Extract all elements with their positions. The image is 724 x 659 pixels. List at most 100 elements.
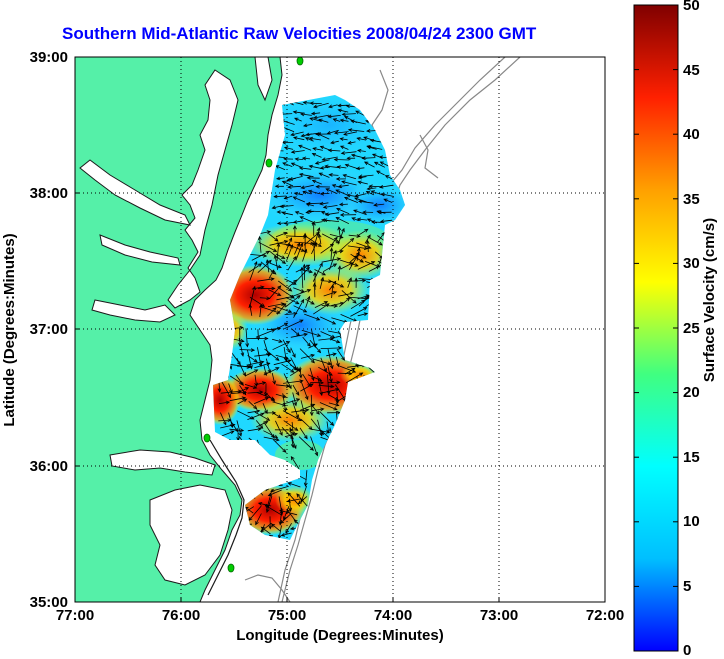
velocity-arrow [307, 374, 323, 382]
colorbar-tick-label: 45 [683, 62, 700, 79]
velocity-arrow [257, 277, 275, 282]
axis-tick-marks [74, 56, 606, 603]
velocity-arrow [245, 328, 250, 348]
velocity-arrow [275, 354, 289, 360]
station-marker [227, 563, 235, 573]
velocity-arrow [254, 362, 271, 369]
velocity-arrow [267, 307, 277, 317]
velocity-arrow [263, 430, 279, 439]
velocity-arrow [271, 412, 282, 419]
velocity-arrow [246, 360, 265, 366]
velocity-arrow [300, 353, 315, 359]
velocity-arrow [284, 311, 298, 316]
velocity-arrow [302, 263, 307, 281]
velocity-arrow [344, 367, 356, 375]
velocity-arrow [342, 174, 357, 180]
velocity-arrow [365, 239, 370, 253]
velocity-arrow [350, 119, 366, 125]
velocity-arrow [301, 329, 322, 337]
velocity-arrow [348, 251, 360, 270]
velocity-arrow [337, 103, 348, 108]
velocity-arrow [285, 297, 300, 305]
velocity-arrow [283, 146, 294, 151]
velocity-arrow [326, 352, 337, 357]
velocity-arrow [290, 150, 305, 154]
chart-title: Southern Mid-Atlantic Raw Velocities 200… [62, 24, 537, 43]
velocity-arrow [328, 173, 339, 177]
velocity-arrow [357, 228, 369, 236]
velocity-arrow [383, 198, 393, 203]
velocity-arrow [319, 165, 330, 170]
velocity-arrow [339, 259, 359, 267]
velocity-arrow [327, 380, 341, 385]
velocity-arrow [304, 137, 314, 142]
grid-lines [75, 57, 605, 602]
velocity-arrow [284, 398, 301, 405]
velocity-arrow [347, 277, 352, 288]
velocity-arrow [346, 156, 356, 161]
velocity-arrow [308, 136, 321, 141]
velocity-arrow [371, 220, 384, 224]
velocity-arrow [320, 243, 335, 254]
velocity-arrow [228, 383, 233, 394]
velocity-arrow [266, 495, 273, 513]
velocity-arrow [323, 291, 338, 297]
velocity-arrow [355, 166, 365, 171]
velocity-arrow [287, 482, 301, 488]
velocity-arrow [305, 295, 311, 308]
velocity-arrow [283, 379, 304, 384]
x-tick-label: 73:00 [480, 607, 518, 624]
velocity-arrow [317, 419, 323, 437]
velocity-arrow [272, 401, 287, 407]
velocity-arrow [318, 384, 335, 389]
velocity-arrow [310, 111, 321, 116]
velocity-arrow [302, 336, 311, 347]
velocity-arrow [294, 157, 304, 162]
velocity-arrow [279, 514, 291, 524]
velocity-arrow [254, 352, 272, 357]
velocity-arrow [321, 156, 338, 162]
velocity-arrow [298, 436, 314, 451]
velocity-arrow [320, 279, 333, 284]
velocity-arrow [314, 227, 321, 246]
velocity-arrow [303, 470, 308, 487]
velocity-arrow [257, 286, 276, 291]
velocity-arrow [319, 402, 338, 411]
velocity-arrow [275, 231, 288, 238]
velocity-arrow [350, 253, 364, 263]
velocity-arrow [289, 368, 302, 377]
velocity-arrow [322, 205, 338, 209]
velocity-arrow [339, 237, 355, 252]
velocity-arrow [255, 420, 264, 429]
velocity-arrow [337, 371, 353, 376]
velocity-arrow [267, 489, 282, 497]
velocity-arrow [247, 336, 269, 341]
velocity-arrow [295, 242, 304, 261]
velocity-arrow [292, 384, 300, 396]
velocity-arrow [260, 526, 271, 535]
velocity-arrow [251, 250, 271, 261]
velocity-arrow [335, 356, 340, 368]
velocity-arrow [260, 306, 281, 314]
velocity-arrow [271, 372, 276, 385]
velocity-arrow [300, 400, 306, 416]
velocity-arrow [287, 244, 306, 252]
velocity-arrow [314, 159, 330, 165]
colorbar-tick-label: 50 [683, 0, 700, 14]
velocity-arrow [375, 170, 385, 176]
velocity-arrow [248, 303, 253, 316]
velocity-arrow [283, 157, 294, 161]
y-tick-label: 36:00 [30, 458, 68, 475]
velocity-arrow [313, 114, 330, 120]
velocity-arrow [326, 129, 339, 135]
velocity-arrow [361, 156, 376, 160]
velocity-arrow [263, 436, 280, 442]
velocity-arrow [305, 298, 315, 305]
velocity-arrow [377, 210, 392, 215]
y-axis-label: Latitude (Degrees:Minutes) [1, 233, 18, 426]
velocity-arrow [311, 221, 316, 236]
velocity-arrow [335, 217, 350, 225]
velocity-arrow [341, 112, 356, 117]
velocity-arrow [257, 235, 262, 253]
velocity-arrow [276, 303, 287, 315]
